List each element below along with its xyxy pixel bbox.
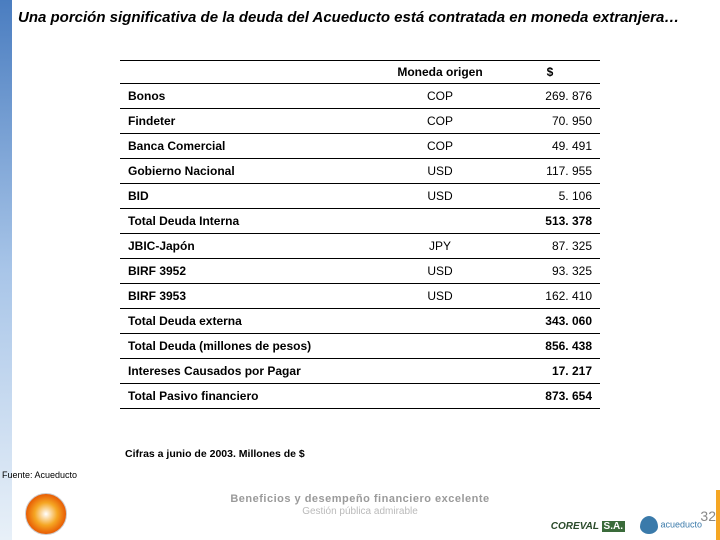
- row-value: 93. 325: [500, 259, 600, 284]
- row-label: BIRF 3952: [120, 259, 380, 284]
- table-row: Banca ComercialCOP49. 491: [120, 134, 600, 159]
- row-value: 162. 410: [500, 284, 600, 309]
- row-value: 269. 876: [500, 84, 600, 109]
- row-currency: COP: [380, 109, 500, 134]
- row-label: Total Deuda (millones de pesos): [120, 334, 380, 359]
- table-row: BIRF 3953USD162. 410: [120, 284, 600, 309]
- bogota-logo-icon: [25, 493, 67, 535]
- row-value: 70. 950: [500, 109, 600, 134]
- table-row: Total Pasivo financiero873. 654: [120, 384, 600, 409]
- row-label: Total Deuda externa: [120, 309, 380, 334]
- table-row: FindeterCOP70. 950: [120, 109, 600, 134]
- table-row: BonosCOP269. 876: [120, 84, 600, 109]
- debt-table: Moneda origen $ BonosCOP269. 876Findeter…: [120, 60, 600, 409]
- row-currency: COP: [380, 84, 500, 109]
- row-value: 17. 217: [380, 359, 600, 384]
- table-row: Total Deuda (millones de pesos)856. 438: [120, 334, 600, 359]
- coreval-logo: COREVAL S.A.: [551, 521, 625, 532]
- row-currency: COP: [380, 134, 500, 159]
- row-currency: USD: [380, 184, 500, 209]
- left-gradient-border: [0, 0, 12, 540]
- footer-text: Beneficios y desempeño financiero excele…: [0, 493, 720, 517]
- acueducto-logo: acueducto: [640, 516, 702, 534]
- row-value: 856. 438: [380, 334, 600, 359]
- row-label: Banca Comercial: [120, 134, 380, 159]
- header-empty: [120, 61, 380, 84]
- table-row: Total Deuda externa343. 060: [120, 309, 600, 334]
- row-label: BIRF 3953: [120, 284, 380, 309]
- slide-title: Una porción significativa de la deuda de…: [18, 8, 710, 28]
- right-accent-bar: [716, 490, 720, 540]
- row-label: Gobierno Nacional: [120, 159, 380, 184]
- table-row: JBIC-JapónJPY87. 325: [120, 234, 600, 259]
- row-label: Total Deuda Interna: [120, 209, 380, 234]
- header-value: $: [500, 61, 600, 84]
- table-row: Gobierno NacionalUSD117. 955: [120, 159, 600, 184]
- table-row: Total Deuda Interna513. 378: [120, 209, 600, 234]
- table-row: BIDUSD5. 106: [120, 184, 600, 209]
- wave-icon: [640, 516, 658, 534]
- row-label: Bonos: [120, 84, 380, 109]
- row-label: Total Pasivo financiero: [120, 384, 380, 409]
- coreval-sa: S.A.: [602, 521, 625, 532]
- row-label: JBIC-Japón: [120, 234, 380, 259]
- table-row: Intereses Causados por Pagar17. 217: [120, 359, 600, 384]
- row-label: Intereses Causados por Pagar: [120, 359, 380, 384]
- coreval-text: COREVAL: [551, 521, 599, 532]
- row-value: 117. 955: [500, 159, 600, 184]
- row-value: 87. 325: [500, 234, 600, 259]
- row-label: Findeter: [120, 109, 380, 134]
- debt-table-container: Moneda origen $ BonosCOP269. 876Findeter…: [120, 60, 600, 409]
- footer-line2: Gestión pública admirable: [0, 506, 720, 517]
- row-value: 49. 491: [500, 134, 600, 159]
- fuente-note: Fuente: Acueducto: [2, 470, 77, 480]
- row-value: 873. 654: [380, 384, 600, 409]
- page-number: 32: [700, 508, 716, 524]
- header-moneda: Moneda origen: [380, 61, 500, 84]
- row-value: 5. 106: [500, 184, 600, 209]
- row-value: 513. 378: [380, 209, 600, 234]
- row-currency: JPY: [380, 234, 500, 259]
- row-currency: USD: [380, 284, 500, 309]
- row-label: BID: [120, 184, 380, 209]
- row-value: 343. 060: [380, 309, 600, 334]
- footer-line1: Beneficios y desempeño financiero excele…: [0, 493, 720, 505]
- row-currency: USD: [380, 159, 500, 184]
- cifras-note: Cifras a junio de 2003. Millones de $: [125, 448, 305, 460]
- table-row: BIRF 3952USD93. 325: [120, 259, 600, 284]
- footer: Beneficios y desempeño financiero excele…: [0, 490, 720, 540]
- row-currency: USD: [380, 259, 500, 284]
- acueducto-text: acueducto: [660, 519, 702, 529]
